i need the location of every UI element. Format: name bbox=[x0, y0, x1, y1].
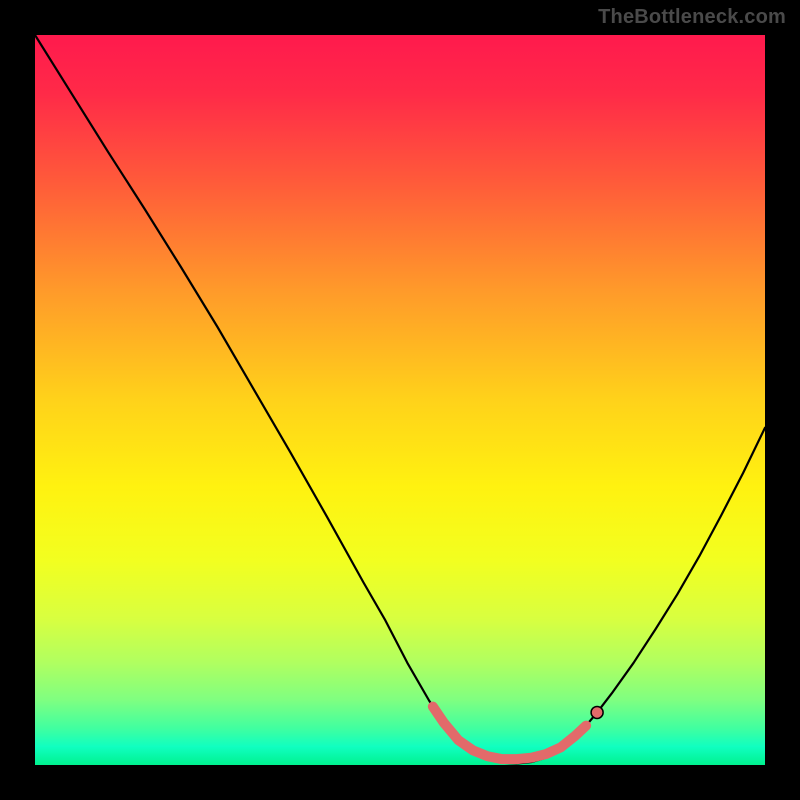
watermark-text: TheBottleneck.com bbox=[598, 6, 786, 29]
plot-area bbox=[35, 35, 765, 765]
curve-layer bbox=[35, 35, 765, 765]
highlight-dot bbox=[591, 706, 603, 718]
main-curve bbox=[35, 35, 765, 764]
highlight-stroke bbox=[433, 707, 586, 760]
